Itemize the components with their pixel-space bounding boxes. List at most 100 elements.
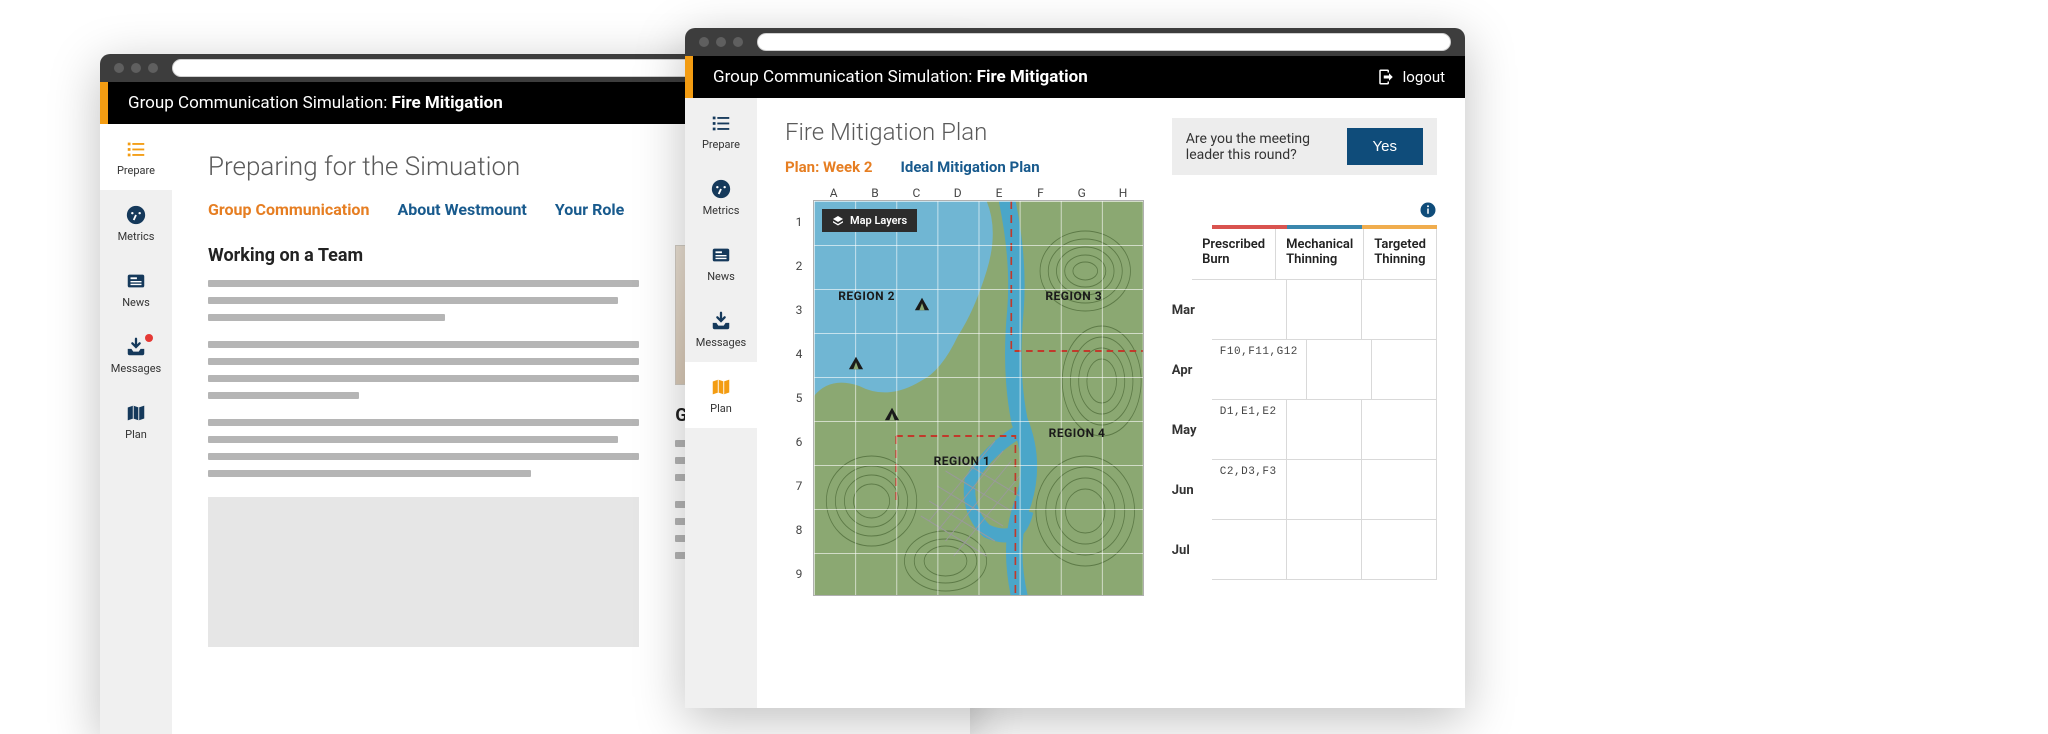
schedule-cell[interactable] xyxy=(1287,520,1362,580)
sidebar-item-messages[interactable]: Messages xyxy=(100,322,172,388)
schedule-cell[interactable] xyxy=(1372,340,1437,400)
notification-badge xyxy=(145,334,153,342)
logout-link[interactable]: logout xyxy=(1377,68,1445,86)
list-icon xyxy=(125,138,147,160)
traffic-light[interactable] xyxy=(716,37,726,47)
sidebar-item-label: Plan xyxy=(710,402,732,415)
app-title: Group Communication Simulation: Fire Mit… xyxy=(128,93,503,113)
newspaper-icon xyxy=(125,270,147,292)
map-row-label: 3 xyxy=(785,288,813,332)
schedule-cell[interactable]: D1,E1,E2 xyxy=(1212,400,1287,460)
sidebar-item-plan[interactable]: Plan xyxy=(100,388,172,454)
schedule-cell[interactable] xyxy=(1307,340,1372,400)
traffic-light[interactable] xyxy=(733,37,743,47)
traffic-light[interactable] xyxy=(148,63,158,73)
map-row-labels: 123456789 xyxy=(785,200,813,596)
map-icon xyxy=(710,376,732,398)
map-col-label: F xyxy=(1020,186,1061,200)
map-layers-label: Map Layers xyxy=(850,214,907,227)
map-area: ABCDEFGH 123456789 xyxy=(785,186,1144,596)
schedule-cell[interactable] xyxy=(1287,280,1362,340)
map-row-label: 2 xyxy=(785,244,813,288)
sidebar-item-news[interactable]: News xyxy=(100,256,172,322)
text-placeholder xyxy=(208,358,639,365)
schedule-cell[interactable] xyxy=(1362,280,1437,340)
map-row-label: 7 xyxy=(785,464,813,508)
map-col-label: E xyxy=(978,186,1019,200)
inbox-icon xyxy=(125,336,147,358)
schedule-cell[interactable] xyxy=(1362,460,1437,520)
schedule-cell[interactable] xyxy=(1362,400,1437,460)
sidebar-item-metrics[interactable]: Metrics xyxy=(100,190,172,256)
traffic-light[interactable] xyxy=(114,63,124,73)
list-icon xyxy=(710,112,732,134)
gauge-icon xyxy=(710,178,732,200)
sidebar: Prepare Metrics News Messages xyxy=(685,98,757,708)
camp-icon xyxy=(883,406,901,422)
schedule-cell[interactable] xyxy=(1287,460,1362,520)
sidebar-item-news[interactable]: News xyxy=(685,230,757,296)
app-title: Group Communication Simulation: Fire Mit… xyxy=(713,67,1088,87)
tab-ideal-plan[interactable]: Ideal Mitigation Plan xyxy=(900,158,1039,176)
layers-icon xyxy=(832,215,844,227)
text-placeholder xyxy=(208,297,618,304)
tab-your-role[interactable]: Your Role xyxy=(555,200,624,219)
map-row-label: 1 xyxy=(785,200,813,244)
sidebar-item-label: Metrics xyxy=(703,204,740,217)
schedule-header-cell: Mechanical Thinning xyxy=(1276,229,1364,280)
map[interactable]: Map Layers REGION 1REGION 2REGION 3REGIO… xyxy=(813,200,1144,596)
url-bar[interactable] xyxy=(757,33,1451,51)
map-col-label: C xyxy=(896,186,937,200)
map-col-label: H xyxy=(1102,186,1143,200)
schedule-cell[interactable] xyxy=(1287,400,1362,460)
map-col-label: D xyxy=(937,186,978,200)
schedule-month-label: Jun xyxy=(1172,460,1212,520)
plan-content: Fire Mitigation Plan Plan: Week 2 Ideal … xyxy=(757,98,1465,708)
sidebar-item-label: Plan xyxy=(125,428,147,441)
yes-button[interactable]: Yes xyxy=(1347,128,1423,165)
schedule-month-label: May xyxy=(1172,400,1212,460)
map-row-label: 8 xyxy=(785,508,813,552)
traffic-light[interactable] xyxy=(699,37,709,47)
section-heading-team: Working on a Team xyxy=(208,245,639,266)
schedule-row: MayD1,E1,E2 xyxy=(1172,400,1437,460)
text-placeholder xyxy=(208,436,618,443)
schedule-row: JunC2,D3,F3 xyxy=(1172,460,1437,520)
tab-group-communication[interactable]: Group Communication xyxy=(208,200,369,219)
map-col-label: B xyxy=(854,186,895,200)
topographic-map xyxy=(814,201,1143,596)
sidebar-item-prepare[interactable]: Prepare xyxy=(685,98,757,164)
text-placeholder xyxy=(208,280,639,287)
schedule-cell[interactable] xyxy=(1362,520,1437,580)
tab-plan-week[interactable]: Plan: Week 2 xyxy=(785,158,872,176)
sidebar-item-label: Messages xyxy=(111,362,161,375)
map-layers-button[interactable]: Map Layers xyxy=(822,209,917,232)
map-icon xyxy=(125,402,147,424)
schedule-cell[interactable]: C2,D3,F3 xyxy=(1212,460,1287,520)
traffic-lights xyxy=(114,63,158,73)
leader-question-text: Are you the meeting leader this round? xyxy=(1186,131,1331,163)
schedule-cell[interactable]: F10,F11,G12 xyxy=(1212,340,1307,400)
schedule-cell[interactable] xyxy=(1212,280,1287,340)
schedule-month-label: Mar xyxy=(1172,280,1212,340)
sidebar-item-messages[interactable]: Messages xyxy=(685,296,757,362)
app-title-bold: Fire Mitigation xyxy=(977,67,1088,87)
sidebar-item-label: Messages xyxy=(696,336,746,349)
map-col-labels: ABCDEFGH xyxy=(785,186,1144,200)
text-placeholder xyxy=(208,314,445,321)
region-label: REGION 2 xyxy=(838,289,895,303)
info-icon[interactable] xyxy=(1419,201,1437,219)
traffic-light[interactable] xyxy=(131,63,141,73)
schedule-cell[interactable] xyxy=(1212,520,1287,580)
inbox-icon xyxy=(710,310,732,332)
sidebar-item-metrics[interactable]: Metrics xyxy=(685,164,757,230)
leader-question-strip: Are you the meeting leader this round? Y… xyxy=(1172,118,1437,175)
browser-window-plan: Group Communication Simulation: Fire Mit… xyxy=(685,28,1465,708)
sidebar-item-plan[interactable]: Plan xyxy=(685,362,757,428)
traffic-lights xyxy=(699,37,743,47)
sidebar-item-prepare[interactable]: Prepare xyxy=(100,124,172,190)
region-label: REGION 3 xyxy=(1045,289,1102,303)
map-row-label: 5 xyxy=(785,376,813,420)
tab-about-westmount[interactable]: About Westmount xyxy=(397,200,526,219)
logout-icon xyxy=(1377,68,1395,86)
